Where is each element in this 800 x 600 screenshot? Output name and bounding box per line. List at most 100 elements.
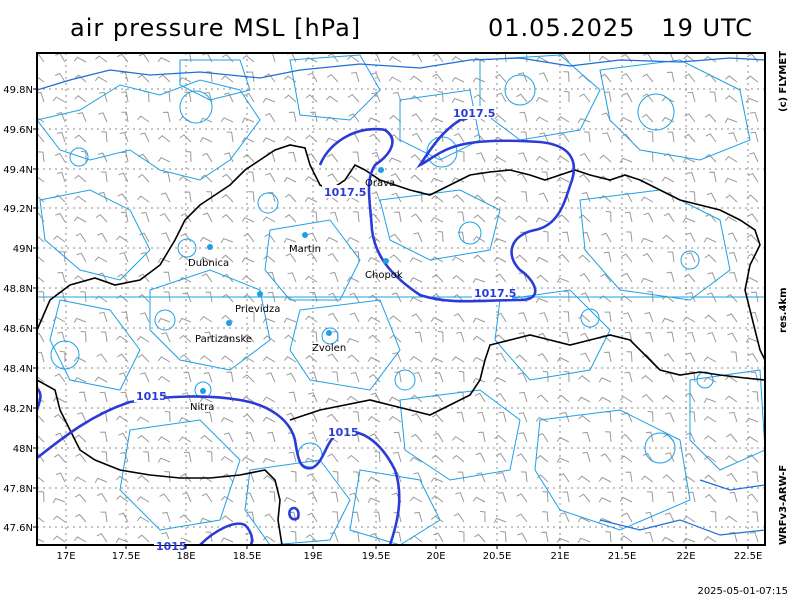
wind-barb xyxy=(267,53,276,63)
wind-barb xyxy=(645,331,654,343)
wind-barb xyxy=(118,372,129,383)
wind-barb xyxy=(96,533,108,543)
wind-barb xyxy=(137,195,150,203)
wind-barb xyxy=(751,291,759,303)
wind-barb xyxy=(305,534,318,543)
wind-barb xyxy=(205,531,213,543)
wind-barb xyxy=(582,451,591,463)
wind-barb xyxy=(157,436,171,443)
wind-barb xyxy=(94,76,108,83)
wind-barb xyxy=(371,92,381,103)
wind-barb xyxy=(159,212,171,223)
wind-barb xyxy=(388,56,402,63)
wind-barb xyxy=(247,71,255,83)
wind-barb xyxy=(682,316,696,323)
wind-barb xyxy=(494,114,507,123)
wind-barb xyxy=(641,475,654,483)
wind-barb xyxy=(473,94,486,103)
wind-barb xyxy=(537,353,549,363)
wind-barb xyxy=(556,116,570,123)
city-label-nitra: Nitra xyxy=(190,402,214,413)
wind-barb xyxy=(622,92,633,103)
wind-barb xyxy=(474,533,486,543)
wind-barb xyxy=(95,213,108,223)
wind-barb xyxy=(621,253,633,263)
wind-barb xyxy=(706,292,717,303)
lat-label: 49.8N xyxy=(3,85,33,96)
wind-barb xyxy=(137,475,150,483)
wind-barb xyxy=(709,91,717,103)
wind-barb xyxy=(76,252,87,263)
wind-barb xyxy=(745,436,759,443)
wind-barb xyxy=(53,413,66,423)
wind-barb xyxy=(158,74,171,83)
wind-barb xyxy=(37,275,45,283)
wind-barb xyxy=(265,172,276,183)
wind-barb xyxy=(327,153,339,163)
wind-barb xyxy=(495,393,507,403)
wind-barb xyxy=(409,257,423,263)
wind-barb xyxy=(411,113,423,123)
wind-barb xyxy=(53,515,66,523)
wind-barb xyxy=(288,451,297,463)
wind-barb xyxy=(199,315,213,323)
wind-barb xyxy=(206,450,213,463)
wind-barb xyxy=(620,455,633,463)
wind-barb xyxy=(410,394,423,403)
wind-barb xyxy=(682,515,696,523)
wind-barb xyxy=(411,313,423,323)
wind-barb xyxy=(244,92,255,103)
wind-barb xyxy=(752,391,759,403)
wind-barb xyxy=(37,255,45,263)
wind-barb xyxy=(414,511,423,523)
wind-barb xyxy=(95,55,108,63)
wind-barb xyxy=(161,232,171,243)
wind-barb xyxy=(56,112,66,123)
wind-barb xyxy=(624,211,633,223)
wind-barb xyxy=(437,231,444,243)
wind-barb xyxy=(117,353,129,363)
wind-barb xyxy=(535,416,549,423)
wind-barb xyxy=(181,492,192,503)
wind-barb xyxy=(625,471,633,483)
wind-barb xyxy=(55,212,66,223)
wind-barb xyxy=(262,457,276,464)
wind-barb xyxy=(517,372,528,383)
wind-barb xyxy=(262,216,276,223)
lon-label: 19.5E xyxy=(362,551,391,562)
wind-barb xyxy=(265,372,276,383)
wind-barb xyxy=(37,332,45,343)
wind-barb xyxy=(562,231,570,243)
wind-barb xyxy=(185,151,192,163)
wind-barb xyxy=(473,254,486,263)
wind-barb xyxy=(518,332,528,343)
wind-barb xyxy=(726,433,738,443)
wind-barb xyxy=(458,370,465,383)
valid-time: 01.05.2025 19 UTC xyxy=(488,14,754,42)
wind-barb xyxy=(37,414,45,423)
wind-barb xyxy=(579,93,591,103)
wind-barb xyxy=(220,237,234,244)
wind-barb xyxy=(725,395,738,403)
wind-barb xyxy=(223,432,234,443)
wind-barb xyxy=(327,453,339,463)
wind-barb xyxy=(472,377,486,384)
wind-barb xyxy=(437,91,444,103)
wind-barb xyxy=(325,397,339,404)
wind-barb xyxy=(178,116,192,123)
wind-barb xyxy=(73,216,87,223)
wind-barb xyxy=(241,136,255,143)
wind-barb xyxy=(115,537,129,544)
wind-barb xyxy=(97,152,108,163)
wind-barb xyxy=(557,155,570,163)
wind-barb xyxy=(409,496,423,503)
wind-barb xyxy=(622,512,633,523)
wind-barb xyxy=(221,214,234,223)
wind-barb xyxy=(432,73,444,83)
wind-barb xyxy=(308,432,318,443)
wind-barb xyxy=(283,496,297,503)
wind-barb xyxy=(411,213,423,223)
wind-barb xyxy=(621,53,633,63)
wind-barb xyxy=(290,470,297,483)
